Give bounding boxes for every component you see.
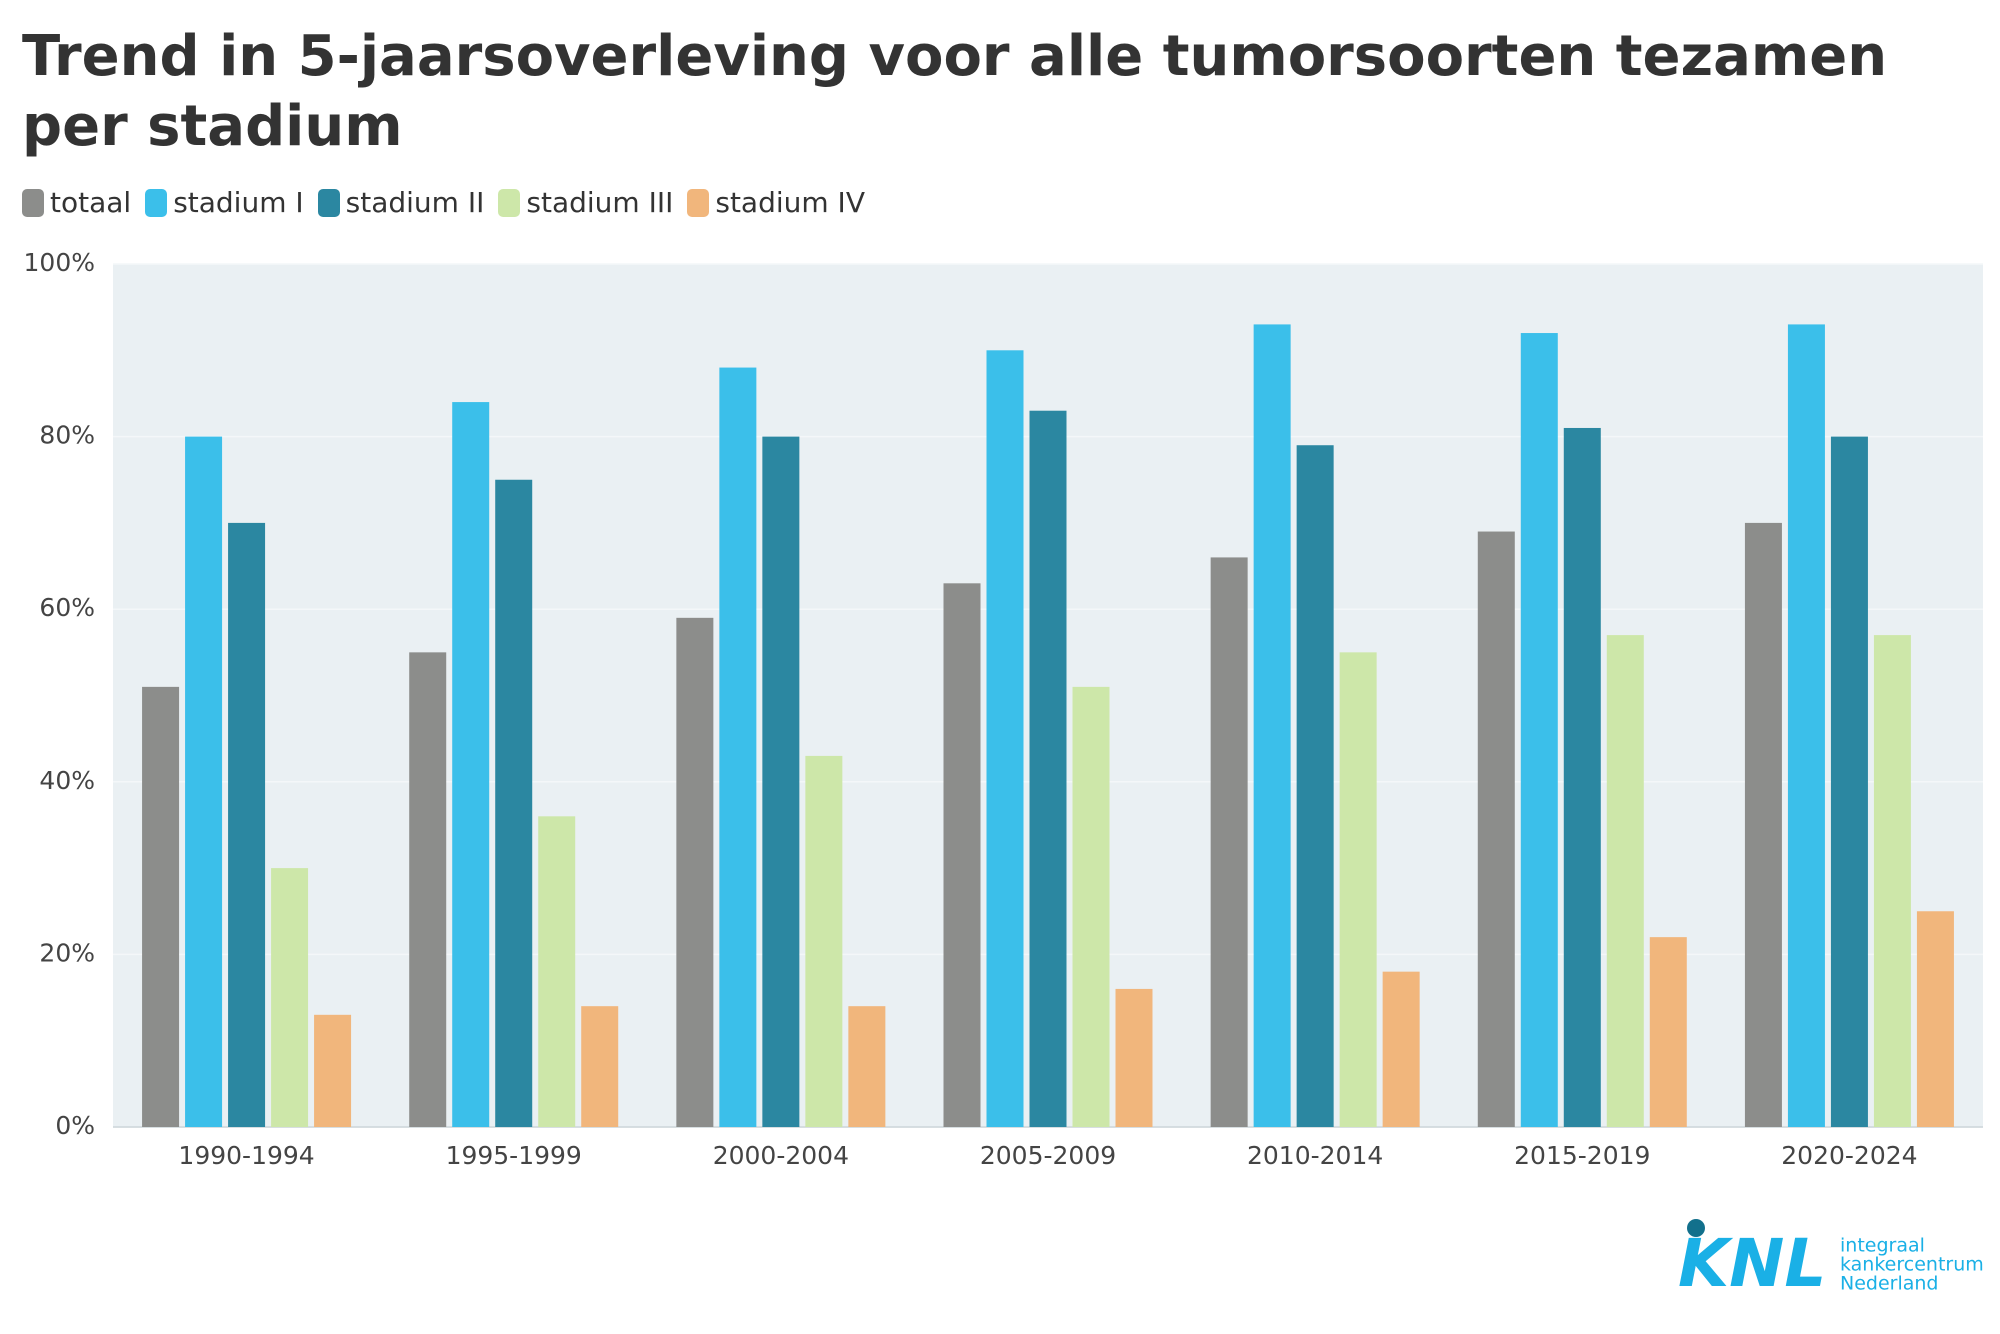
logo-dot [1687, 1219, 1705, 1237]
y-tick-label: 0% [55, 1111, 95, 1140]
legend-label: stadium IV [715, 186, 865, 219]
y-tick-label: 20% [39, 938, 95, 967]
logo-mark: KNL [1678, 1225, 1826, 1302]
legend-swatch [145, 188, 168, 217]
bar [1115, 988, 1153, 1127]
y-tick-label: 100% [24, 248, 95, 277]
chart-title: Trend in 5-jaarsoverleving voor alle tum… [22, 24, 1888, 159]
logo-text: Nederland [1840, 1273, 1939, 1295]
y-tick-label: 60% [39, 593, 95, 622]
x-tick-label: 2005-2009 [980, 1141, 1116, 1170]
legend-swatch [317, 188, 340, 217]
legend-label: stadium II [345, 186, 485, 219]
bar [1563, 427, 1601, 1128]
bar [185, 436, 223, 1128]
bar [1253, 324, 1291, 1127]
bar [1649, 937, 1687, 1127]
legend-item[interactable]: stadium II [317, 186, 485, 219]
bar [1520, 333, 1558, 1127]
legend-swatch [22, 188, 44, 217]
bar [1744, 522, 1782, 1127]
bar [314, 1014, 352, 1127]
y-tick-label: 80% [39, 421, 95, 450]
legend-item[interactable]: stadium I [145, 186, 304, 219]
legend-swatch [687, 188, 710, 217]
y-tick-label: 40% [39, 766, 95, 795]
bar [1830, 436, 1868, 1128]
legend-item[interactable]: stadium III [498, 186, 673, 219]
bar [409, 652, 447, 1127]
bar [1787, 324, 1825, 1127]
bar [538, 816, 576, 1127]
bar [1296, 445, 1334, 1128]
bar [452, 402, 490, 1128]
bar [1339, 652, 1377, 1127]
legend-item[interactable]: totaal [22, 186, 131, 219]
bar [228, 522, 266, 1127]
bar [271, 868, 309, 1127]
legend-item[interactable]: stadium IV [687, 186, 865, 219]
legend: totaal stadium I stadium II stadium III stad… [22, 186, 865, 219]
bar [805, 755, 843, 1127]
bar [943, 583, 981, 1127]
x-tick-label: 2020-2024 [1781, 1141, 1917, 1170]
bar [1873, 635, 1911, 1127]
x-tick-label: 2000-2004 [713, 1141, 849, 1170]
x-tick-label: 1995-1999 [446, 1141, 582, 1170]
legend-label: stadium III [526, 186, 674, 219]
bar [581, 1006, 619, 1127]
bar [1382, 971, 1420, 1127]
bar [676, 617, 714, 1127]
bar [1606, 635, 1644, 1127]
bar [986, 350, 1024, 1127]
legend-label: totaal [50, 186, 132, 219]
bar [1916, 911, 1954, 1127]
bar [1477, 531, 1515, 1127]
bar [848, 1006, 886, 1127]
x-tick-label: 2015-2019 [1514, 1141, 1650, 1170]
x-tick-label: 2010-2014 [1247, 1141, 1383, 1170]
legend-swatch [498, 188, 521, 217]
bar [1072, 686, 1110, 1127]
bar [719, 367, 757, 1127]
logo-text: kankercentrum [1840, 1254, 1984, 1276]
bar [1029, 410, 1067, 1128]
x-tick-label: 1990-1994 [178, 1141, 314, 1170]
bar [1210, 557, 1248, 1127]
legend-label: stadium I [173, 186, 304, 219]
bar [762, 436, 800, 1128]
logo-text: integraal [1840, 1235, 1925, 1257]
bar [142, 686, 180, 1127]
bar [495, 479, 533, 1127]
